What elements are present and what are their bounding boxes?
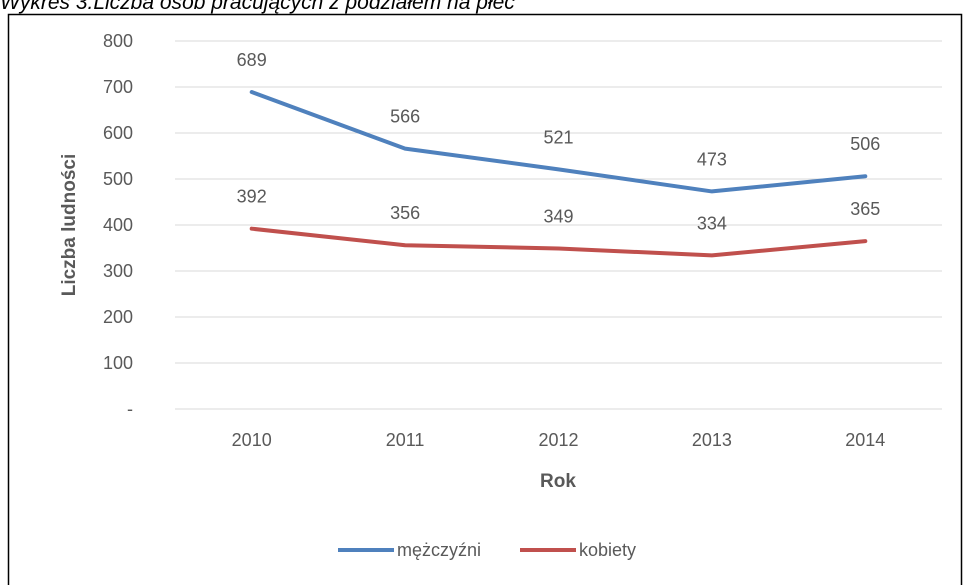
data-label: 689	[237, 50, 267, 70]
series-line	[249, 90, 868, 194]
data-label: 349	[543, 206, 573, 226]
y-tick-label: 100	[103, 353, 133, 373]
x-axis-title: Rok	[540, 471, 576, 492]
x-tick-label: 2014	[845, 430, 885, 450]
legend-label: kobiety	[579, 540, 636, 560]
y-tick-label: -	[127, 399, 133, 419]
data-label: 356	[390, 203, 420, 223]
y-tick-label: 200	[103, 307, 133, 327]
chart-title: Wykres 3.Liczba osób pracujących z podzi…	[0, 0, 515, 14]
y-tick-label: 500	[103, 169, 133, 189]
y-tick-label: 400	[103, 215, 133, 235]
x-tick-label: 2010	[232, 430, 272, 450]
data-label: 521	[543, 127, 573, 147]
x-tick-label: 2011	[386, 430, 425, 450]
legend-label: mężczyźni	[397, 540, 481, 560]
data-label: 334	[697, 213, 727, 233]
data-label: 506	[850, 134, 880, 154]
data-label: 365	[850, 199, 880, 219]
data-label: 473	[697, 149, 727, 169]
y-tick-label: 700	[103, 77, 133, 97]
y-tick-label: 600	[103, 123, 133, 143]
data-label: 392	[237, 187, 267, 207]
data-label: 566	[390, 107, 420, 127]
x-tick-label: 2013	[692, 430, 732, 450]
y-tick-label: 300	[103, 261, 133, 281]
chart-frame	[7, 13, 963, 585]
series-line	[249, 226, 868, 258]
y-tick-label: 800	[103, 31, 133, 51]
y-axis-title: Liczba ludności	[59, 154, 80, 297]
x-tick-label: 2012	[538, 430, 578, 450]
